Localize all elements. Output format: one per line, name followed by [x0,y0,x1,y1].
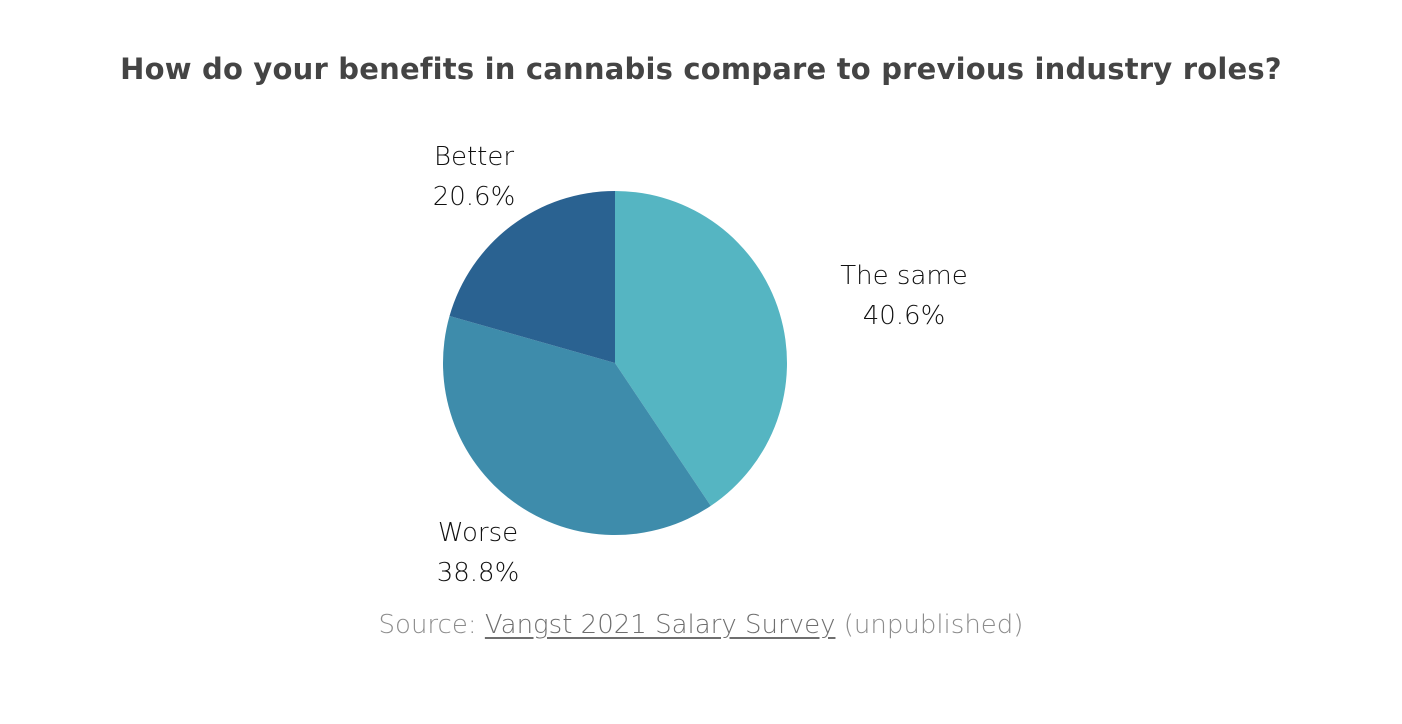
source-suffix: (unpublished) [835,610,1024,640]
slice-label-the-same: The same 40.6% [836,256,972,336]
source-link[interactable]: Vangst 2021 Salary Survey [484,610,836,640]
slice-label-value: 20.6% [432,182,516,212]
source-note: Source: Vangst 2021 Salary Survey (unpub… [0,610,1402,640]
pie-slice-worse [443,316,711,535]
slice-label-value: 38.8% [436,558,520,588]
slice-label-worse: Worse 38.8% [420,513,536,593]
pie-slice-the-same [615,191,787,506]
slice-label-name: Worse [437,518,519,548]
slice-label-better: Better 20.6% [416,137,532,217]
slice-label-name: Better [433,142,515,172]
source-prefix: Source: [378,610,485,640]
slice-label-name: The same [840,261,968,291]
chart-title: How do your benefits in cannabis compare… [120,52,1282,86]
pie-slice-better [449,191,615,363]
slice-label-value: 40.6% [862,301,946,331]
